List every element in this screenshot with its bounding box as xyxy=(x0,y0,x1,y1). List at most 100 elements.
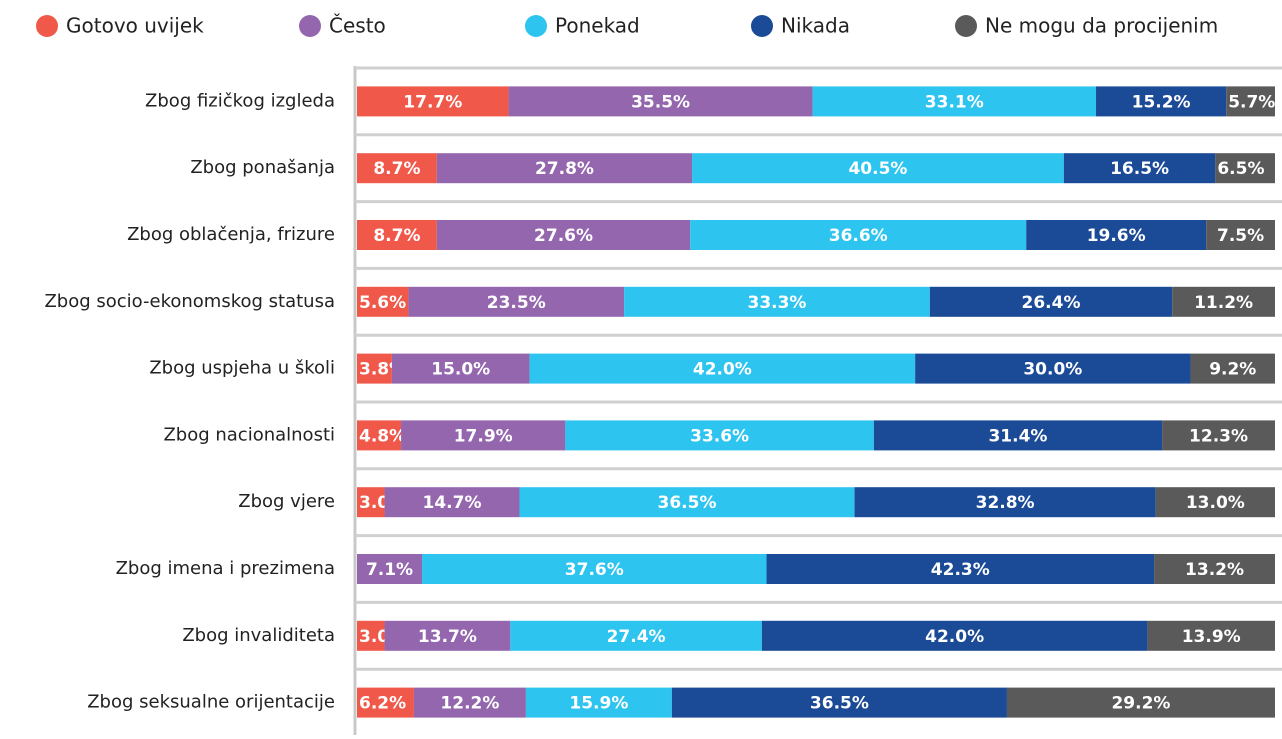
bar-segment xyxy=(1006,687,1275,718)
value-label: 15.2% xyxy=(1132,92,1191,112)
value-label: 36.6% xyxy=(829,226,888,246)
value-label: 23.5% xyxy=(487,293,546,313)
value-label: 31.4% xyxy=(988,426,1047,446)
bar-segment xyxy=(1206,220,1275,250)
value-label: 30.0% xyxy=(1023,360,1082,380)
bar-segment xyxy=(408,286,625,317)
bar-segment xyxy=(812,86,1097,117)
bar-segment xyxy=(357,353,392,384)
legend-label: Ponekad xyxy=(555,14,640,38)
bar-segment xyxy=(519,487,855,518)
value-label: 27.4% xyxy=(607,627,666,647)
value-label: 33.6% xyxy=(690,426,749,446)
legend-label: Često xyxy=(329,14,386,38)
value-label: 13.9% xyxy=(1182,627,1241,647)
legend-swatch xyxy=(955,15,977,37)
value-label: 17.7% xyxy=(403,92,462,112)
bar-segment xyxy=(357,620,385,651)
legend-label: Nikada xyxy=(781,14,850,38)
value-label: 5.6% xyxy=(359,293,406,313)
value-label: 27.8% xyxy=(535,159,594,179)
category-label: Zbog invaliditeta xyxy=(182,625,335,646)
value-label: 27.6% xyxy=(534,226,593,246)
category-label: Zbog seksualne orijentacije xyxy=(87,692,335,713)
category-label: Zbog nacionalnosti xyxy=(163,424,335,445)
bar-segment xyxy=(357,153,437,184)
bar-segment xyxy=(565,420,874,451)
legend-swatch xyxy=(36,15,58,37)
bar-segment xyxy=(690,220,1027,250)
value-label: 42.3% xyxy=(931,560,990,580)
value-label: 14.7% xyxy=(423,493,482,513)
bar-segment xyxy=(1226,86,1275,117)
bar-segment xyxy=(357,220,437,250)
category-label: Zbog fizičkog izgleda xyxy=(145,90,335,111)
category-label: Zbog ponašanja xyxy=(190,157,335,178)
value-label: 16.5% xyxy=(1110,159,1169,179)
bar-segment xyxy=(761,620,1148,651)
legend-swatch xyxy=(525,15,547,37)
value-label: 4.8% xyxy=(359,426,406,446)
bar-segment xyxy=(1154,554,1275,584)
value-label: 37.6% xyxy=(565,560,624,580)
value-label: 6.5% xyxy=(1217,159,1264,179)
bar-segment xyxy=(1155,487,1275,518)
value-label: 15.9% xyxy=(569,694,628,714)
bar-segment xyxy=(508,86,813,117)
bar-segment xyxy=(854,487,1156,518)
bar-segment xyxy=(1190,353,1275,384)
value-label: 12.3% xyxy=(1189,426,1248,446)
bar-segment xyxy=(357,487,385,518)
bar-segment xyxy=(1162,420,1275,451)
bar-segment xyxy=(357,687,414,718)
value-label: 35.5% xyxy=(631,92,690,112)
bar-segment xyxy=(357,286,409,317)
value-label: 17.9% xyxy=(454,426,513,446)
value-label: 7.5% xyxy=(1217,226,1264,246)
bar-segment xyxy=(873,420,1163,451)
value-label: 11.2% xyxy=(1194,293,1253,313)
category-label: Zbog vjere xyxy=(238,491,335,512)
bar-segment xyxy=(1147,620,1275,651)
category-label: Zbog imena i prezimena xyxy=(116,558,335,579)
bar-segment xyxy=(1215,153,1275,184)
bar-segment xyxy=(384,620,511,651)
value-label: 36.5% xyxy=(658,493,717,513)
value-label: 42.0% xyxy=(925,627,984,647)
bar-segment xyxy=(692,153,1064,184)
category-label: Zbog socio-ekonomskog statusa xyxy=(44,291,335,312)
bar-segment xyxy=(436,153,693,184)
value-label: 40.5% xyxy=(848,159,907,179)
bar-segment xyxy=(1026,220,1207,250)
bar-segment xyxy=(391,353,530,384)
value-label: 5.7% xyxy=(1228,92,1275,112)
bar-segment xyxy=(624,286,930,317)
value-label: 7.1% xyxy=(366,560,413,580)
value-label: 32.8% xyxy=(976,493,1035,513)
bar-segment xyxy=(422,554,767,584)
bar-segment xyxy=(401,420,566,451)
value-label: 13.2% xyxy=(1185,560,1244,580)
value-label: 6.2% xyxy=(359,694,406,714)
bar-segment xyxy=(357,420,402,451)
bar-segment xyxy=(929,286,1173,317)
bar-segment xyxy=(357,86,509,117)
value-label: 42.0% xyxy=(693,360,752,380)
bar-segment xyxy=(529,353,916,384)
value-label: 9.2% xyxy=(1209,360,1256,380)
legend-swatch xyxy=(299,15,321,37)
bar-segment xyxy=(671,687,1007,718)
value-label: 33.1% xyxy=(925,92,984,112)
bar-segment xyxy=(357,554,423,584)
bar-segment xyxy=(915,353,1191,384)
bar-segment xyxy=(1096,86,1227,117)
value-label: 29.2% xyxy=(1111,694,1170,714)
bar-segment xyxy=(1172,286,1275,317)
bar-segment xyxy=(384,487,520,518)
value-label: 13.0% xyxy=(1186,493,1245,513)
value-label: 33.3% xyxy=(747,293,806,313)
category-label: Zbog oblačenja, frizure xyxy=(127,224,335,245)
bar-segment xyxy=(1063,153,1216,184)
value-label: 8.7% xyxy=(373,159,420,179)
